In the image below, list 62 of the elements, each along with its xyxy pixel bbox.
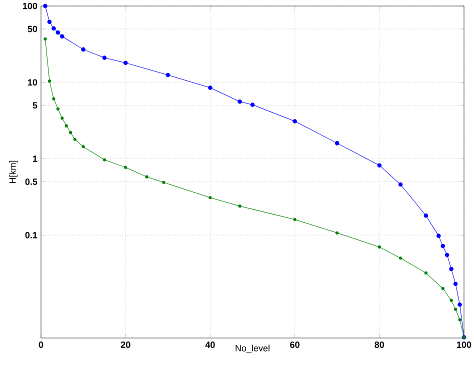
point — [399, 256, 402, 260]
point — [378, 245, 381, 249]
point — [453, 282, 458, 286]
point — [436, 234, 441, 238]
point — [60, 116, 64, 120]
point — [377, 163, 382, 168]
point — [238, 99, 242, 104]
x-tick-label: 80 — [374, 342, 384, 348]
point — [56, 30, 60, 35]
point — [162, 180, 166, 184]
point — [208, 196, 212, 200]
point — [250, 102, 255, 107]
point — [60, 34, 64, 39]
point — [56, 107, 60, 110]
point — [424, 213, 428, 218]
point — [73, 138, 76, 141]
point — [48, 80, 52, 83]
point — [424, 271, 428, 274]
point — [47, 20, 52, 24]
x-tick-label: 0 — [38, 342, 44, 348]
point — [450, 298, 453, 302]
point — [64, 124, 68, 128]
point — [208, 86, 212, 90]
point — [123, 60, 128, 66]
y-tick-label: 0.1 — [25, 232, 38, 238]
point — [449, 266, 454, 272]
x-tick-label: 100 — [457, 342, 472, 348]
point — [293, 218, 296, 222]
point — [292, 119, 297, 124]
point — [82, 145, 85, 148]
point — [238, 204, 242, 208]
point — [69, 131, 72, 134]
point — [336, 231, 339, 234]
x-axis-title: No_level — [236, 344, 270, 354]
point — [52, 97, 56, 100]
point — [454, 308, 458, 311]
y-tick-label: 100 — [23, 2, 38, 10]
y-axis-title: H[km] — [9, 160, 18, 184]
point — [124, 166, 128, 169]
point — [444, 252, 450, 258]
point — [44, 37, 47, 41]
x-tick-label: 20 — [120, 342, 130, 348]
x-tick-label: 60 — [290, 342, 300, 348]
point — [81, 47, 86, 52]
point — [441, 286, 444, 290]
y-tick-label: 0.5 — [25, 178, 38, 185]
point — [145, 175, 148, 178]
point — [440, 244, 445, 248]
point — [52, 26, 56, 30]
y-tick-label: 10 — [28, 79, 38, 86]
y-tick-label: 50 — [28, 26, 38, 32]
point — [398, 182, 403, 187]
point — [458, 318, 462, 322]
x-tick-label: 40 — [205, 342, 215, 348]
point — [102, 158, 106, 162]
y-tick-label: 1 — [33, 156, 38, 162]
point — [458, 302, 462, 307]
y-tick-label: 5 — [32, 102, 38, 109]
point — [166, 72, 170, 78]
point — [43, 4, 48, 8]
point — [334, 141, 340, 146]
point — [102, 56, 107, 60]
